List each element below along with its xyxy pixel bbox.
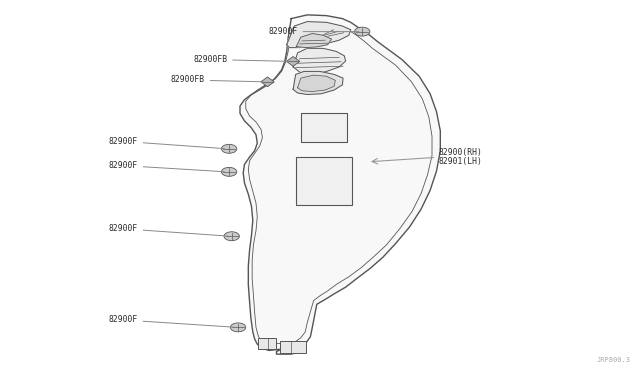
Text: 82900(RH): 82900(RH) bbox=[438, 148, 483, 157]
Polygon shape bbox=[293, 48, 346, 74]
Circle shape bbox=[221, 144, 237, 153]
FancyBboxPatch shape bbox=[301, 113, 347, 142]
FancyBboxPatch shape bbox=[258, 338, 276, 349]
Polygon shape bbox=[293, 71, 343, 94]
Text: 82900FB: 82900FB bbox=[171, 76, 263, 84]
Circle shape bbox=[355, 27, 370, 36]
Text: 82900FB: 82900FB bbox=[193, 55, 289, 64]
Polygon shape bbox=[296, 33, 332, 48]
Polygon shape bbox=[287, 22, 351, 48]
Text: 82900F: 82900F bbox=[108, 161, 225, 172]
Text: 82901(LH): 82901(LH) bbox=[438, 157, 483, 166]
Text: 82900F: 82900F bbox=[108, 315, 234, 327]
FancyBboxPatch shape bbox=[296, 157, 352, 205]
Text: 82900F: 82900F bbox=[108, 224, 228, 236]
FancyBboxPatch shape bbox=[280, 341, 306, 353]
Text: 82900F: 82900F bbox=[108, 137, 225, 148]
Circle shape bbox=[230, 323, 246, 332]
Circle shape bbox=[221, 167, 237, 176]
Polygon shape bbox=[287, 57, 300, 66]
Text: 82900F: 82900F bbox=[268, 27, 359, 36]
Polygon shape bbox=[298, 75, 335, 92]
Text: JRP800.3: JRP800.3 bbox=[596, 357, 630, 363]
Polygon shape bbox=[261, 77, 274, 87]
Circle shape bbox=[224, 232, 239, 241]
Polygon shape bbox=[240, 15, 440, 354]
